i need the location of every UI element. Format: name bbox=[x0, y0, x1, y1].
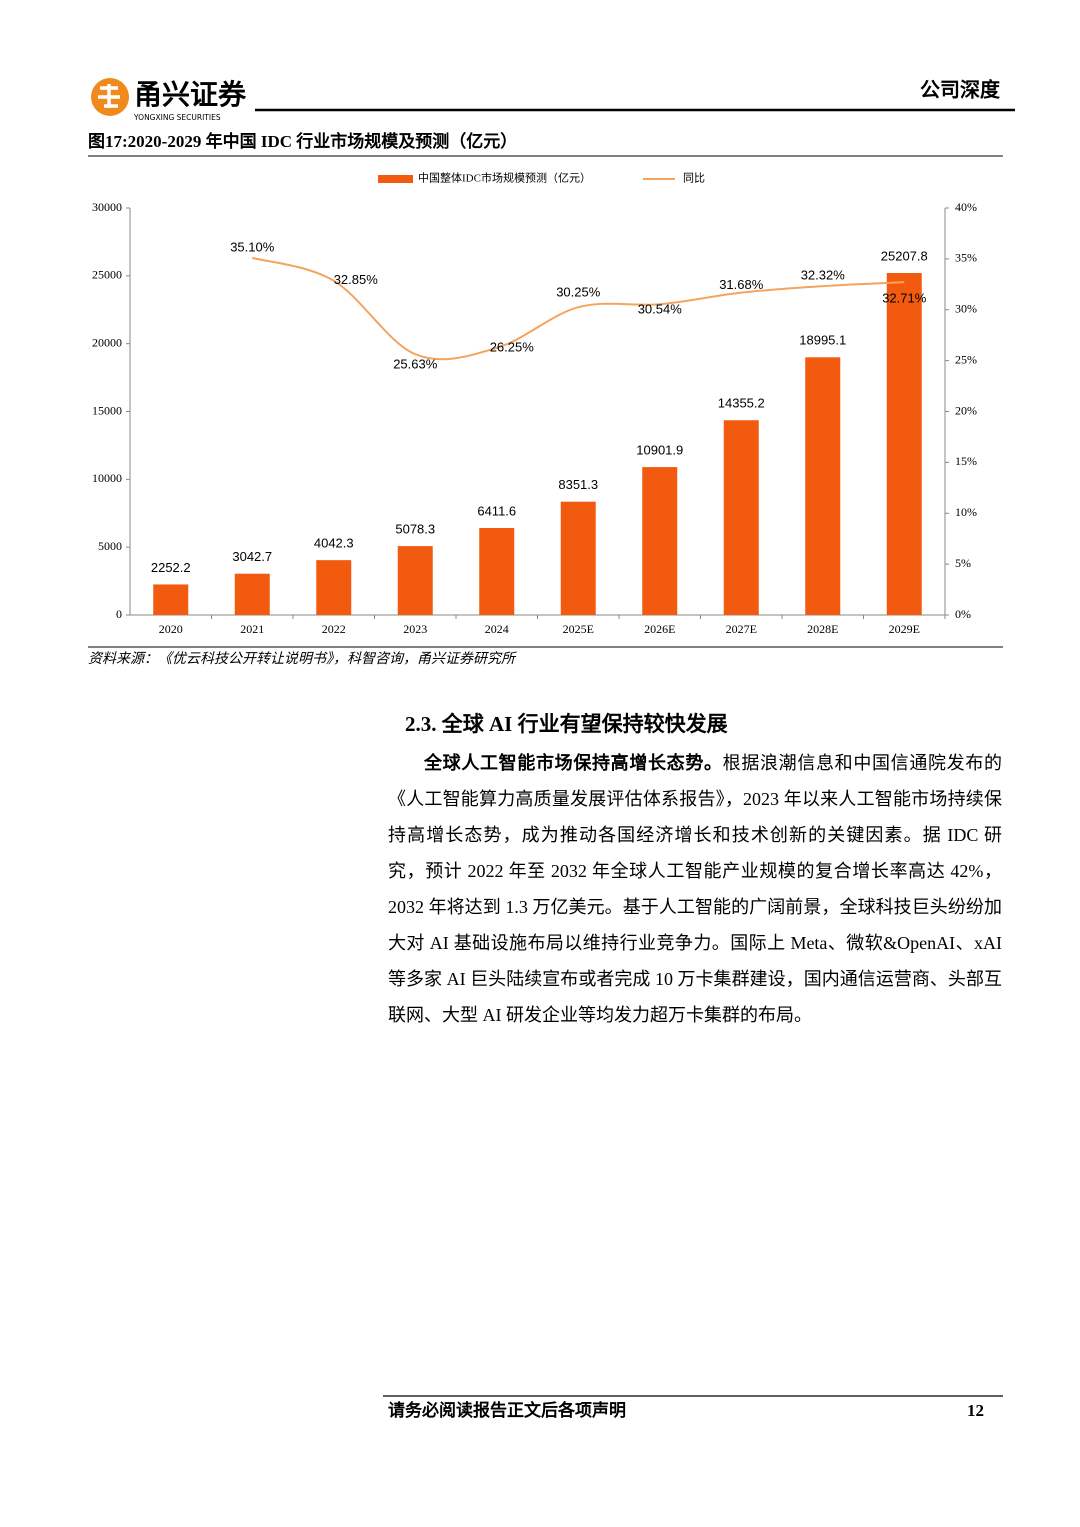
x-tick-label: 2027E bbox=[726, 622, 757, 636]
bar bbox=[234, 573, 270, 615]
y2-tick-label: 20% bbox=[955, 403, 977, 417]
y-tick-label: 20000 bbox=[92, 335, 122, 349]
bar-value-label: 2252.2 bbox=[151, 560, 191, 575]
y2-tick-label: 5% bbox=[955, 556, 971, 570]
x-tick-label: 2021 bbox=[240, 622, 264, 636]
x-tick-label: 2026E bbox=[644, 622, 675, 636]
y2-tick-label: 30% bbox=[955, 302, 977, 316]
bar bbox=[153, 584, 189, 615]
bar-value-label: 6411.6 bbox=[477, 503, 516, 518]
bar-value-label: 8351.3 bbox=[558, 477, 598, 492]
brand: 甬兴证券 bbox=[134, 78, 247, 111]
bar bbox=[723, 420, 759, 615]
line bbox=[251, 256, 905, 361]
line-value-label: 35.10% bbox=[230, 239, 275, 254]
paragraph: 全球人工智能市场保持高增长态势。根据浪潮信息和中国信通院发布的《人工智能算力高质… bbox=[388, 745, 1002, 1033]
line-value-label: 26.25% bbox=[490, 339, 535, 354]
bar bbox=[805, 357, 841, 615]
y-tick-label: 10000 bbox=[92, 471, 122, 485]
y-tick-label: 0 bbox=[116, 607, 122, 621]
x-tick-label: 2020 bbox=[159, 622, 183, 636]
x-tick-label: 2023 bbox=[403, 622, 427, 636]
bar-value-label: 18995.1 bbox=[799, 333, 846, 348]
line-value-label: 32.71% bbox=[882, 291, 927, 306]
paragraph-text: 根据浪潮信息和中国信通院发布的《人工智能算力高质量发展评估体系报告》，2023 … bbox=[388, 753, 1003, 1025]
bar-value-label: 4042.3 bbox=[314, 536, 354, 551]
paragraph-lead: 全球人工智能市场保持高增长态势。 bbox=[424, 753, 723, 773]
y2-tick-label: 35% bbox=[955, 251, 977, 265]
x-tick-label: 2024 bbox=[485, 622, 509, 636]
bar bbox=[316, 560, 352, 615]
logo-mark bbox=[98, 84, 120, 108]
x-tick-label: 2028E bbox=[807, 622, 838, 636]
bar bbox=[479, 528, 515, 615]
y2-tick-label: 40% bbox=[955, 200, 977, 214]
y-tick-label: 30000 bbox=[92, 200, 122, 214]
x-tick-label: 2029E bbox=[889, 622, 920, 636]
legend-swatch bbox=[378, 175, 413, 183]
y-tick-label: 25000 bbox=[92, 268, 122, 282]
footer-disclaimer: 请务必阅读报告正文后各项声明 bbox=[388, 1400, 626, 1420]
bar bbox=[560, 501, 596, 615]
line-value-label: 30.25% bbox=[556, 285, 601, 300]
line-value-label: 32.85% bbox=[334, 272, 379, 287]
section-heading: 2.3. 全球 AI 行业有望保持较快发展 bbox=[405, 712, 728, 736]
figure-source: 资料来源：《优云科技公开转让说明书》，科智咨询，甬兴证券研究所 bbox=[88, 651, 517, 667]
y-tick-label: 5000 bbox=[98, 539, 122, 553]
line-value-label: 31.68% bbox=[719, 277, 764, 292]
y2-tick-label: 10% bbox=[955, 505, 977, 519]
y2-tick-label: 25% bbox=[955, 352, 977, 366]
bar-value-label: 3042.7 bbox=[232, 549, 272, 564]
bar bbox=[397, 546, 433, 615]
x-tick-label: 2022 bbox=[322, 622, 346, 636]
report-type: 公司深度 bbox=[920, 78, 1001, 102]
x-tick-label: 2025E bbox=[563, 622, 594, 636]
y2-tick-label: 15% bbox=[955, 454, 977, 468]
figure-title: 图17:2020-2029 年中国 IDC 行业市场规模及预测（亿元） bbox=[88, 131, 517, 151]
y-tick-label: 15000 bbox=[92, 403, 122, 417]
page-number: 12 bbox=[967, 1401, 984, 1420]
bar bbox=[886, 273, 922, 615]
y2-tick-label: 0% bbox=[955, 607, 971, 621]
bar-value-label: 10901.9 bbox=[636, 443, 683, 458]
line-value-label: 30.54% bbox=[638, 302, 683, 317]
line-value-label: 25.63% bbox=[393, 357, 438, 372]
bar-value-label: 25207.8 bbox=[881, 248, 928, 263]
line-value-label: 32.32% bbox=[801, 268, 846, 283]
bar-value-label: 14355.2 bbox=[718, 396, 765, 411]
legend-label: 中国整体IDC市场规模预测（亿元） bbox=[418, 171, 591, 185]
legend-label: 同比 bbox=[683, 172, 705, 185]
brand-en: YONGXING SECURITIES bbox=[133, 113, 221, 122]
bar bbox=[642, 467, 678, 615]
bar-value-label: 5078.3 bbox=[395, 522, 435, 537]
